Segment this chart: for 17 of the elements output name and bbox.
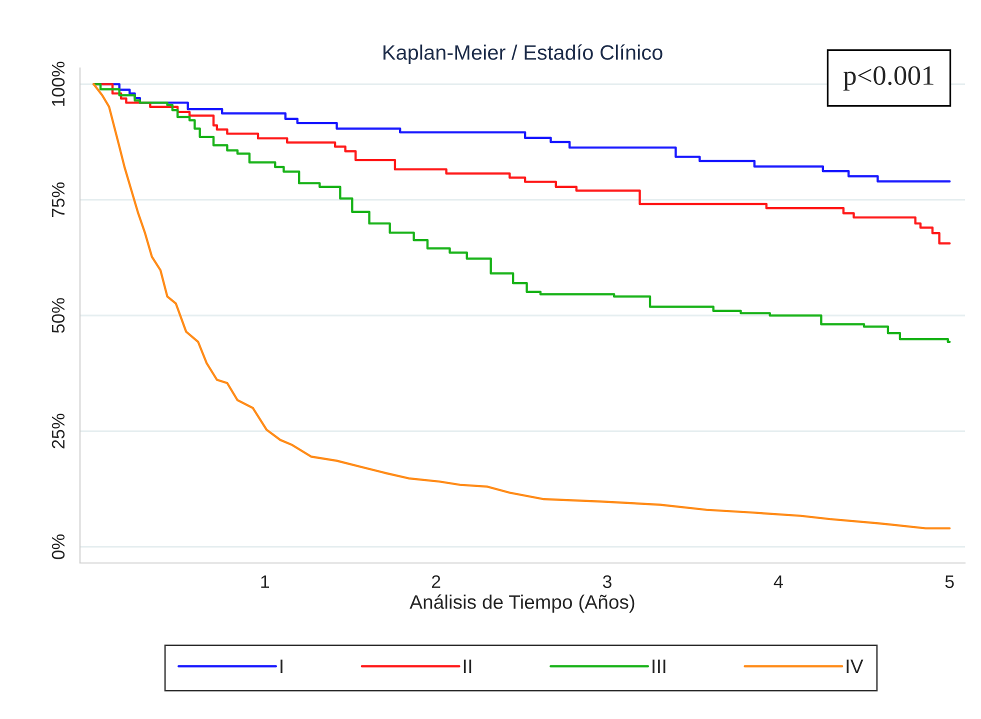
chart-title: Kaplan-Meier / Estadío Clínico [384, 44, 662, 64]
legend-label: III [652, 660, 666, 674]
annotation: p<0.001 [843, 66, 934, 91]
x-axis-title: Análisis de Tiempo (Años) [410, 594, 634, 613]
y-tick-label: 100% [52, 62, 65, 106]
y-tick-label: 0% [52, 534, 65, 560]
x-tick-label: 3 [602, 575, 612, 588]
legend-label: II [464, 660, 472, 674]
legend-label: IV [846, 660, 864, 674]
x-tick-label: 5 [945, 575, 954, 588]
y-tick-label: 50% [52, 298, 65, 333]
legend-label: I [280, 660, 282, 674]
x-tick-label: 1 [261, 575, 270, 588]
x-tick-label: 4 [774, 575, 783, 588]
y-tick-label: 25% [52, 414, 65, 448]
y-tick-label: 75% [52, 182, 65, 217]
x-tick-label: 2 [432, 575, 440, 588]
